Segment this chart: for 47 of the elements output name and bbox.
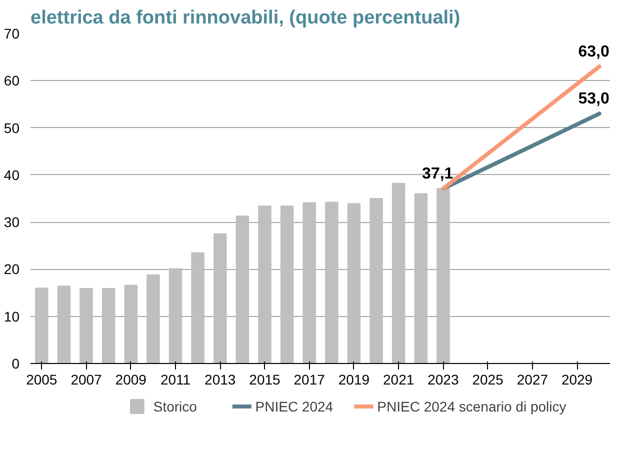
x-tick-label: 2021 xyxy=(383,372,414,388)
bar xyxy=(414,193,428,364)
bar xyxy=(146,274,160,364)
x-tick-label: 2007 xyxy=(70,372,102,388)
data-label: 63,0 xyxy=(578,44,610,60)
bar xyxy=(124,284,138,364)
x-tick-label: 2015 xyxy=(249,372,281,388)
y-tick-label: 60 xyxy=(4,72,20,89)
data-label: 53,0 xyxy=(578,90,610,108)
bar xyxy=(258,206,272,364)
bar xyxy=(325,202,338,364)
bar xyxy=(236,215,250,364)
bar xyxy=(370,198,383,364)
bar xyxy=(35,288,48,364)
legend-label: PNIEC 2024 xyxy=(255,398,334,414)
bar xyxy=(213,233,227,364)
x-tick-label: 2027 xyxy=(516,372,548,388)
bar xyxy=(436,188,450,364)
bar xyxy=(57,286,71,364)
bar xyxy=(280,206,294,364)
x-tick-label: 2011 xyxy=(160,372,191,388)
x-tick-label: 2017 xyxy=(294,372,326,388)
bar xyxy=(168,268,182,364)
x-tick-label: 2013 xyxy=(204,372,236,388)
x-tick-label: 2005 xyxy=(26,372,58,388)
y-tick-label: 0 xyxy=(12,356,20,372)
bar xyxy=(102,288,116,364)
x-tick-label: 2009 xyxy=(115,372,147,388)
y-tick-label: 20 xyxy=(4,261,20,278)
bar xyxy=(191,252,204,364)
chart-title: elettrica da fonti rinnovabili, (quote percentuali) xyxy=(30,8,460,28)
x-tick-label: 2023 xyxy=(428,372,459,388)
y-tick-label: 30 xyxy=(4,214,20,230)
x-tick-label: 2019 xyxy=(338,372,370,388)
bar xyxy=(347,203,361,364)
y-tick-label: 50 xyxy=(4,120,20,136)
bar xyxy=(302,202,316,364)
legend-label: PNIEC 2024 scenario di policy xyxy=(377,398,566,414)
legend-label: Storico xyxy=(153,398,198,414)
bar xyxy=(392,182,406,364)
bar xyxy=(80,288,93,364)
x-tick-label: 2025 xyxy=(472,372,504,388)
x-tick-label: 2029 xyxy=(561,372,593,388)
y-tick-label: 40 xyxy=(4,166,20,183)
y-tick-label: 10 xyxy=(4,308,20,324)
y-tick-label: 70 xyxy=(4,26,20,42)
data-label: 37,1 xyxy=(422,166,454,183)
